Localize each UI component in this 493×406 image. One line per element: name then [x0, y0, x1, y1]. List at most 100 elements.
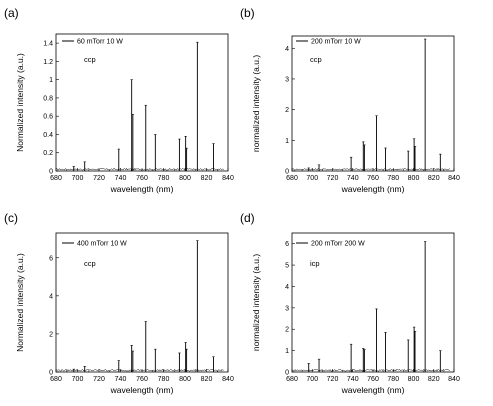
- x-tick-label: 780: [158, 175, 170, 182]
- y-tick-label: 1.2: [43, 59, 53, 66]
- emission-peak: [185, 348, 188, 372]
- emission-peak: [212, 356, 215, 372]
- y-tick-label: 0.6: [43, 114, 53, 121]
- emission-peak: [362, 348, 365, 372]
- x-tick-label: 720: [327, 175, 339, 182]
- emission-peak: [178, 352, 181, 372]
- emission-peak: [384, 147, 387, 171]
- y-tick-label: 2: [285, 107, 289, 114]
- emission-peak: [144, 104, 147, 171]
- emission-peak: [384, 332, 387, 372]
- x-tick-label: 800: [408, 376, 420, 383]
- y-tick-label: 0: [285, 169, 289, 176]
- legend: 200 mTorr 200 W: [296, 241, 365, 248]
- x-tick-label: 820: [428, 376, 440, 383]
- x-tick-label: 740: [115, 376, 127, 383]
- x-tick-label: 700: [72, 376, 84, 383]
- emission-peak: [196, 41, 199, 171]
- legend-entry: 200 mTorr 10 W: [311, 39, 361, 46]
- x-tick-label: 820: [201, 376, 213, 383]
- plot-frame: [55, 33, 229, 172]
- legend: 200 mTorr 10 W: [296, 39, 361, 46]
- emission-peak: [72, 368, 75, 372]
- emission-peak: [196, 240, 199, 372]
- y-tick-label: 6: [285, 241, 289, 248]
- emission-peak: [375, 115, 378, 171]
- plasma-type-annotation: ccp: [84, 55, 96, 64]
- y-tick-label: 5: [285, 263, 289, 270]
- y-axis-label: normalized intensity (a.u.): [251, 55, 261, 152]
- y-tick-label: 6: [49, 255, 53, 262]
- y-tick-label: 0: [49, 370, 53, 377]
- x-tick-label: 820: [428, 175, 440, 182]
- emission-peak: [144, 321, 147, 372]
- x-axis-label: wavelength (nm): [110, 385, 174, 395]
- legend-entry: 60 mTorr 10 W: [77, 39, 123, 46]
- x-tick-label: 840: [222, 376, 234, 383]
- emission-peak: [423, 38, 427, 171]
- emission-peak: [307, 167, 310, 171]
- panel-label: (d): [240, 211, 255, 225]
- x-tick-label: 800: [179, 376, 191, 383]
- emission-peak: [212, 143, 215, 171]
- emission-peak: [439, 350, 442, 372]
- emission-peak: [185, 147, 188, 171]
- y-tick-label: 0: [285, 370, 289, 377]
- emission-peak: [130, 345, 133, 372]
- emission-peak: [439, 153, 442, 171]
- legend-entry: 200 mTorr 200 W: [311, 241, 365, 248]
- emission-peak: [72, 166, 75, 171]
- x-tick-label: 740: [115, 175, 127, 182]
- emission-peak: [423, 241, 427, 372]
- y-axis-label: normalized intensity (a.u.): [251, 254, 261, 351]
- y-axis-label: Normalized intensity (a.u.): [15, 253, 25, 352]
- x-tick-label: 740: [347, 376, 359, 383]
- legend: 60 mTorr 10 W: [62, 39, 123, 46]
- emission-peak: [317, 164, 321, 171]
- x-tick-label: 680: [50, 376, 62, 383]
- baseline-noise: [55, 368, 224, 372]
- y-axis-label: Normalized intensity (a.u.): [15, 53, 25, 152]
- x-tick-label: 680: [286, 175, 298, 182]
- x-tick-label: 780: [387, 175, 399, 182]
- emission-peak: [83, 365, 86, 372]
- emission-peak: [363, 144, 366, 171]
- y-tick-label: 1: [49, 77, 53, 84]
- panel-label: (c): [4, 211, 18, 225]
- x-tick-label: 700: [306, 175, 318, 182]
- y-tick-label: 1: [285, 138, 289, 145]
- chart-panel-1: (b) 680 700 720 740 760 780 800 820 840 0 1 2 3 4 wavel…: [240, 6, 460, 194]
- emission-peak: [317, 358, 321, 372]
- x-tick-label: 680: [286, 376, 298, 383]
- chart-panel-0: (a) 680 700 720 740 760 780 800 820 840 0 0.2 0.4 0.6…: [4, 6, 234, 194]
- chart-panel-2: (c) 680 700 720 740 760 780 800 820 840 0 2 4 6 wavele…: [4, 211, 234, 395]
- emission-peak: [178, 138, 181, 171]
- x-tick-label: 740: [347, 175, 359, 182]
- x-tick-label: 760: [136, 376, 148, 383]
- x-tick-label: 720: [93, 175, 105, 182]
- panel-label: (b): [240, 6, 255, 20]
- emission-peak: [83, 161, 86, 171]
- emission-peak: [349, 156, 353, 171]
- x-tick-label: 720: [327, 376, 339, 383]
- chart-panel-3: (d) 680 700 720 740 760 780 800 820 840 0 1 2 3 4 5 6 wav…: [240, 211, 460, 395]
- emission-peak: [154, 348, 157, 372]
- y-tick-label: 0.2: [43, 150, 53, 157]
- plasma-type-annotation: ccp: [310, 55, 322, 64]
- x-tick-label: 720: [93, 376, 105, 383]
- emission-peak: [413, 331, 417, 372]
- x-axis-label: wavelength (nm): [341, 184, 405, 194]
- y-tick-label: 4: [285, 46, 289, 53]
- emission-peak: [154, 134, 157, 171]
- legend: 400 mTorr 10 W: [62, 241, 127, 248]
- x-tick-label: 760: [367, 175, 379, 182]
- plasma-type-annotation: ccp: [84, 259, 96, 268]
- y-tick-label: 0.8: [43, 95, 53, 102]
- legend-entry: 400 mTorr 10 W: [77, 241, 127, 248]
- emission-peak: [184, 135, 187, 171]
- baseline-noise: [55, 167, 224, 171]
- y-tick-label: 1: [285, 348, 289, 355]
- emission-peak: [349, 343, 353, 372]
- emission-peak: [412, 138, 416, 171]
- x-tick-label: 780: [158, 376, 170, 383]
